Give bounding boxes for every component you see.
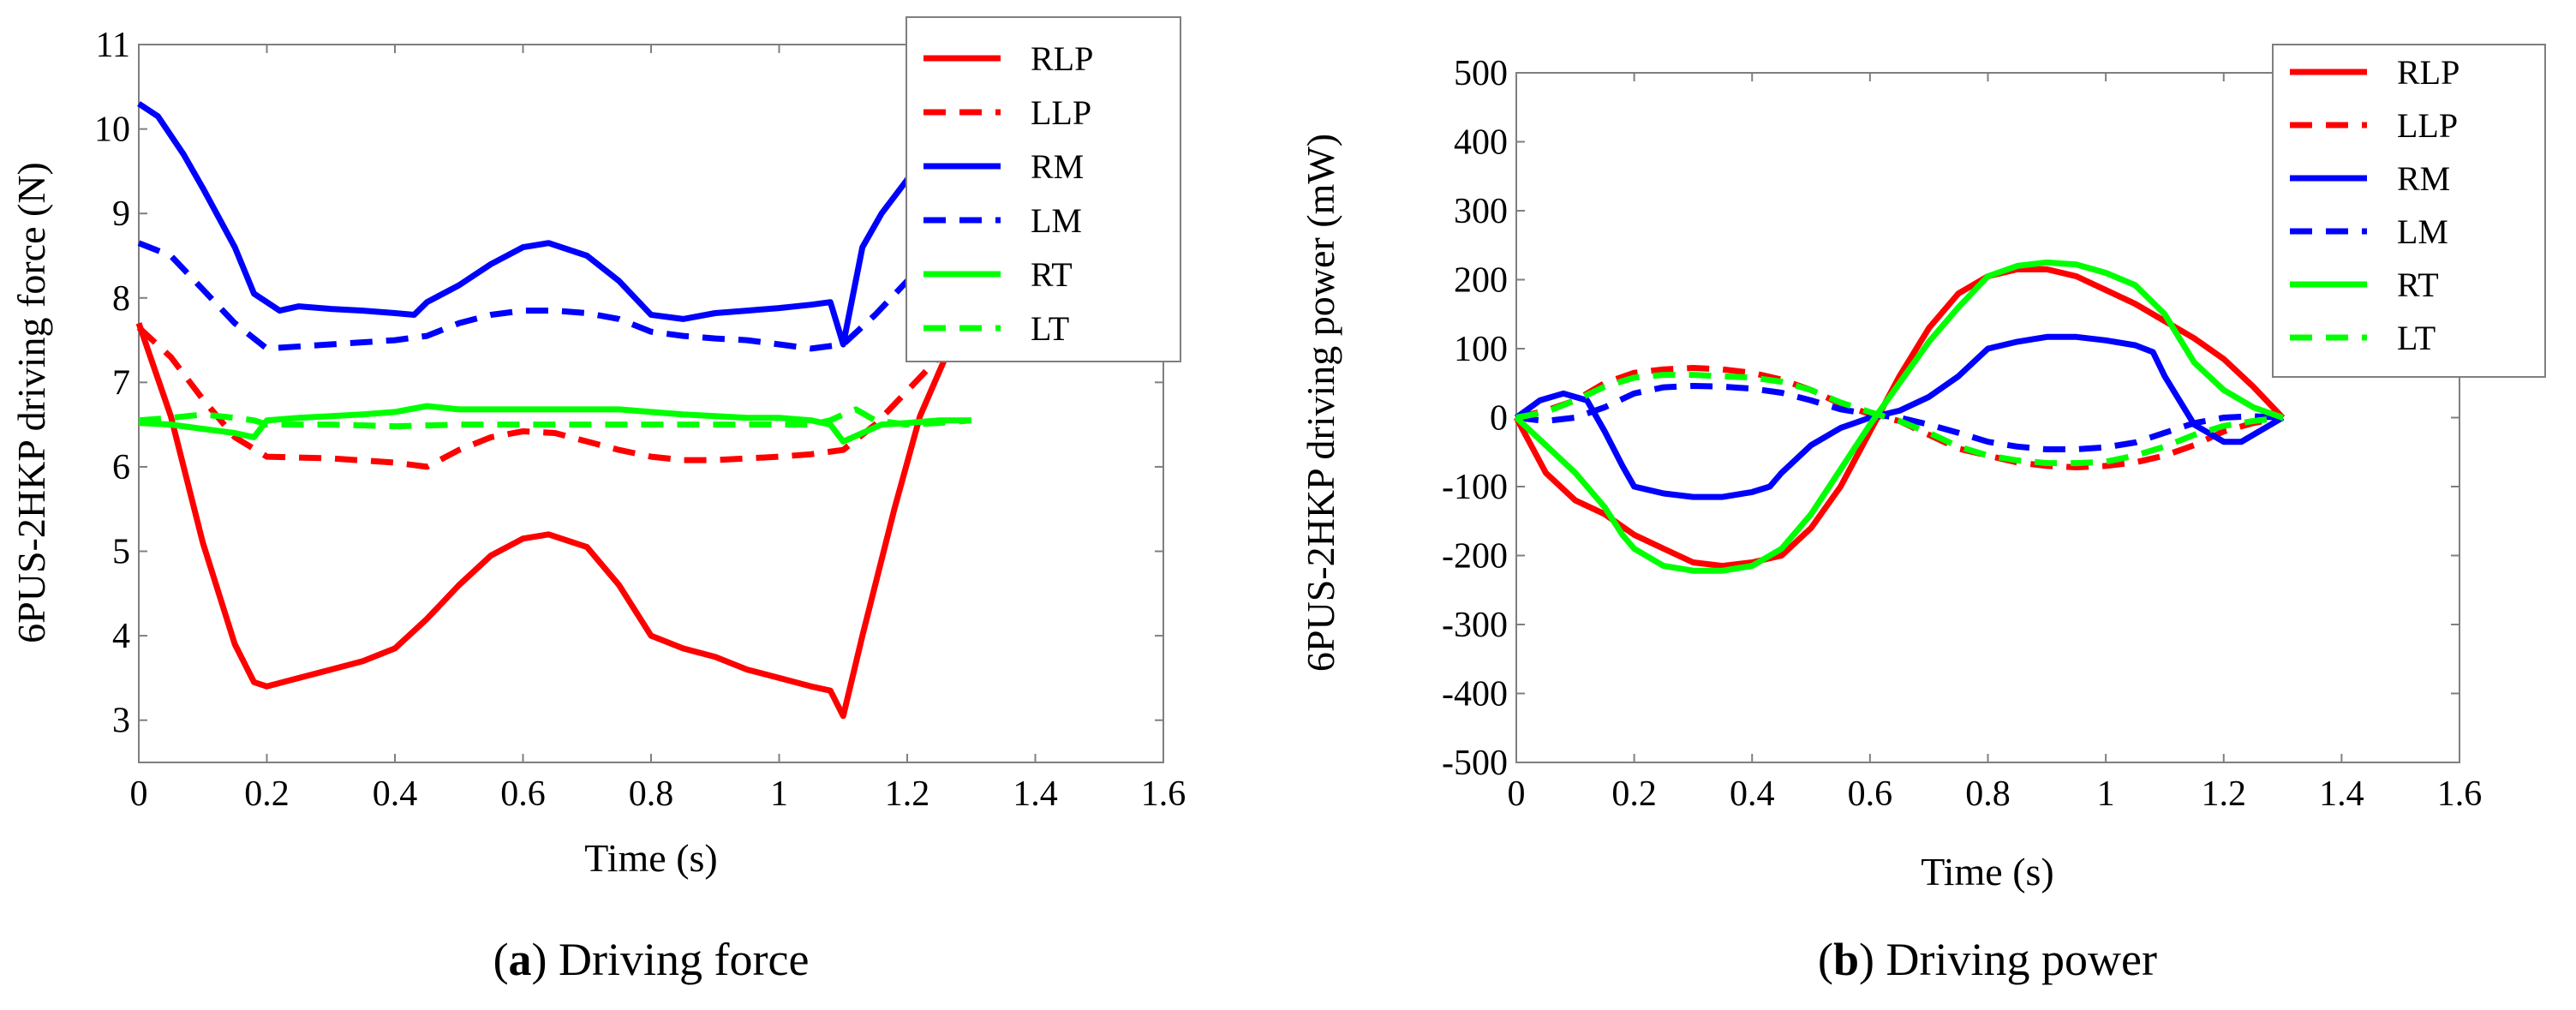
series-line-rlp: [1513, 266, 2286, 570]
x-tick-label: 0.6: [500, 774, 546, 814]
x-tick-label: 1: [2097, 774, 2115, 814]
legend-label-rm: RM: [2397, 159, 2450, 198]
x-tick-label: 0.8: [1965, 774, 2011, 814]
y-axis-label-b: 6PUS-2HKP driving power (mW): [1299, 134, 1342, 672]
x-tick-label: 1.4: [2319, 774, 2364, 814]
y-tick-label: 9: [112, 194, 130, 234]
legend-a: RLP LLP RM LM RT LT: [905, 16, 1181, 362]
legend-label-rlp: RLP: [2397, 53, 2459, 92]
y-tick-label: -200: [1442, 537, 1508, 577]
legend-label-rt: RT: [2397, 266, 2439, 304]
legend-label-llp: LLP: [1031, 93, 1091, 132]
y-tick-label: -300: [1442, 606, 1508, 645]
y-tick-label: 0: [1490, 399, 1508, 439]
legend-label-lt: LT: [1031, 309, 1069, 348]
caption-letter-b: b: [1833, 934, 1859, 985]
y-tick-label: 400: [1454, 123, 1508, 163]
legend-label-lm: LM: [1031, 201, 1082, 240]
y-tick-label: 4: [112, 617, 130, 656]
panel-driving-power: 0 0.2 0.4 0.6 0.8 1 1.2 1.4 1.65004003002001000-…: [1299, 44, 2546, 985]
legend-box: [905, 16, 1181, 362]
legend-label-llp: LLP: [2397, 106, 2458, 145]
series-line-llp: [136, 325, 973, 470]
x-tick-label: 0.8: [629, 774, 674, 814]
x-tick-label: 0.4: [373, 774, 418, 814]
legend-label-rm: RM: [1031, 147, 1084, 186]
caption-letter-a: a: [509, 934, 532, 985]
x-tick-label: 1.2: [885, 774, 930, 814]
series-line-rm: [1514, 333, 2285, 500]
series-lines-a: [135, 101, 974, 720]
tick-marks-a: [138, 44, 1164, 762]
legend-label-lt: LT: [2397, 319, 2436, 357]
x-axis-label-a: Time (s): [584, 836, 718, 880]
tick-labels-b: 0 0.2 0.4 0.6 0.8 1 1.2 1.4 1.65004003002001000-…: [1442, 54, 2482, 814]
legend-box: [2272, 44, 2546, 378]
y-axis-label-a: 6PUS-2HKP driving force (N): [9, 162, 53, 643]
y-tick-label: 3: [112, 702, 130, 741]
y-tick-label: 7: [112, 363, 130, 403]
y-tick-label: 500: [1454, 54, 1508, 93]
caption-b: (b) Driving power: [1818, 934, 2157, 985]
x-tick-label: 1.6: [2437, 774, 2483, 814]
x-tick-label: 1.2: [2202, 774, 2247, 814]
x-tick-label: 0: [1508, 774, 1526, 814]
series-line-lt: [138, 406, 972, 430]
x-tick-label: 1: [770, 774, 788, 814]
x-tick-label: 1.6: [1141, 774, 1186, 814]
tick-marks-b: [1515, 72, 2460, 763]
series-lines-b: [1513, 259, 2286, 574]
x-tick-label: 0.2: [244, 774, 290, 814]
y-tick-label: 5: [112, 533, 130, 572]
y-tick-label: 300: [1454, 192, 1508, 231]
x-tick-label: 0.2: [1611, 774, 1657, 814]
legend-label-lm: LM: [2397, 212, 2448, 251]
series-line-lt: [1515, 372, 2284, 467]
caption-a: (a) Driving force: [493, 934, 810, 985]
x-axis-label-b: Time (s): [1921, 850, 2054, 893]
series-line-rt: [1514, 259, 2284, 574]
y-tick-label: 10: [94, 111, 130, 150]
legend-b: RLP LLP RM LM RT LT: [2272, 44, 2546, 378]
y-tick-label: 200: [1454, 261, 1508, 301]
y-tick-label: -100: [1442, 468, 1508, 507]
y-tick-label: -500: [1442, 744, 1508, 783]
y-tick-label: 11: [96, 26, 130, 65]
x-tick-label: 0: [130, 774, 148, 814]
x-tick-label: 0.6: [1848, 774, 1893, 814]
legend-label-rt: RT: [1031, 255, 1073, 294]
x-tick-label: 1.4: [1013, 774, 1058, 814]
series-line-lm: [1515, 383, 2283, 452]
y-tick-label: 8: [112, 279, 130, 319]
tick-labels-a: 0 0.2 0.4 0.6 0.8 1 1.2 1.4 1.6 3 4 5 6 7 8 9 10 11: [94, 26, 1186, 814]
caption-text-a: Driving force: [559, 934, 809, 985]
series-line-rm: [137, 101, 973, 348]
y-tick-label: 6: [112, 448, 130, 487]
legend-label-rlp: RLP: [1031, 39, 1093, 78]
series-line-rlp: [135, 321, 974, 720]
y-tick-label: 100: [1454, 330, 1508, 369]
y-tick-label: -400: [1442, 675, 1508, 714]
caption-text-b: Driving power: [1886, 934, 2157, 985]
x-tick-label: 0.4: [1730, 774, 1775, 814]
panel-driving-force: 0 0.2 0.4 0.6 0.8 1 1.2 1.4 1.6 3 4 5 6 7 8 9 10 11 Time …: [9, 16, 1186, 985]
